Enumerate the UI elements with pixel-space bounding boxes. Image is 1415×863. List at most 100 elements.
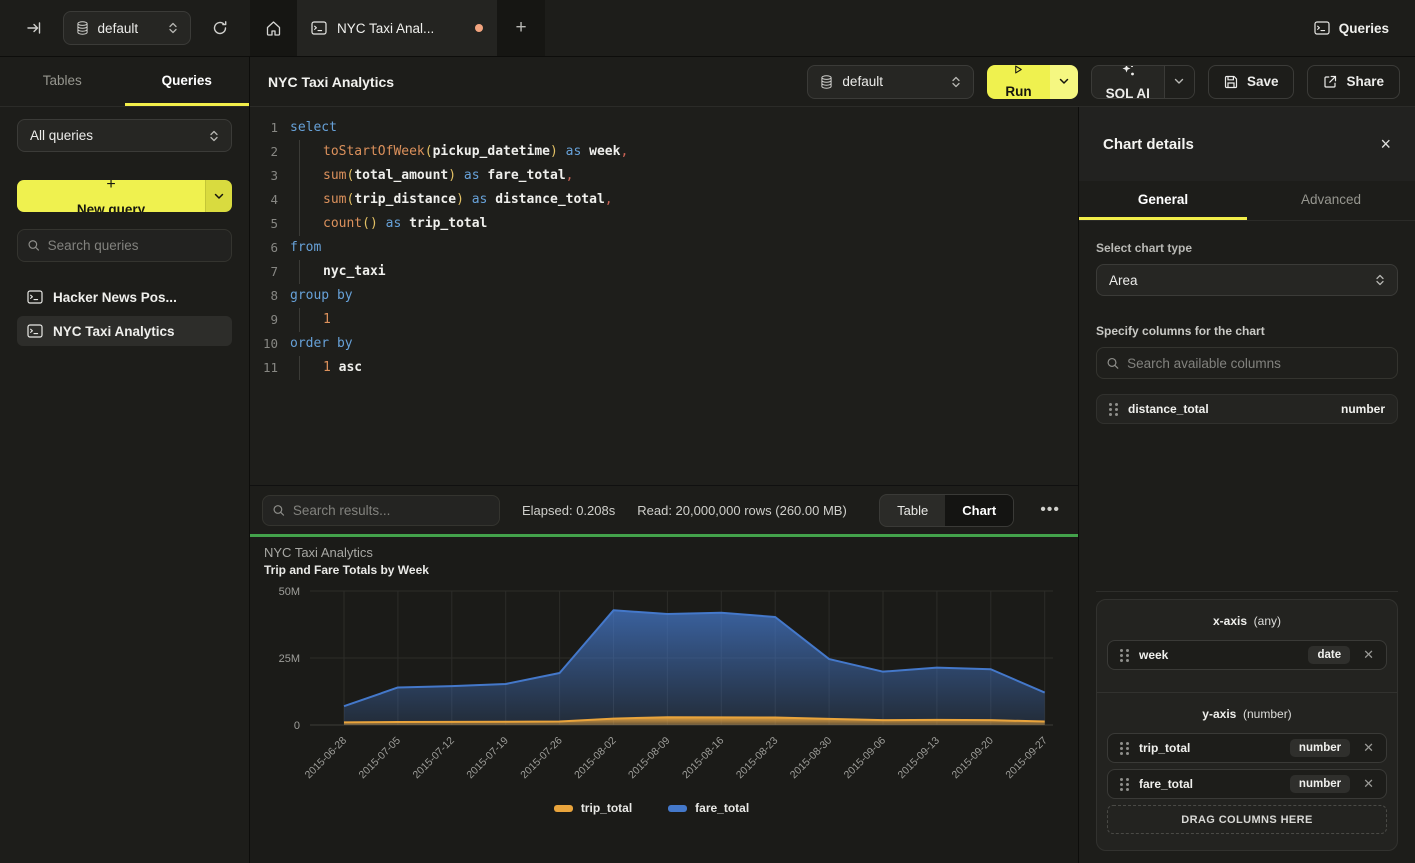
remove-column-icon[interactable]: ✕ — [1360, 776, 1377, 792]
code-lines: 1select2toStartOfWeek(pickup_datetime) a… — [250, 116, 1078, 380]
drag-handle-icon[interactable] — [1120, 778, 1129, 791]
query-search-input[interactable] — [48, 238, 221, 253]
table-view-button[interactable]: Table — [880, 495, 945, 526]
query-item-nyc-taxi[interactable]: NYC Taxi Analytics — [17, 316, 232, 346]
y-axis-label: y-axis — [1202, 707, 1236, 721]
fare-total-swatch — [668, 805, 687, 812]
plus-icon: + — [106, 180, 115, 194]
y-axis-heading: y-axis (number) — [1107, 707, 1387, 721]
close-icon[interactable]: × — [1380, 134, 1391, 155]
query-tab-icon — [311, 21, 327, 35]
queries-filter-select[interactable]: All queries — [17, 119, 232, 152]
chart-view-button[interactable]: Chart — [945, 495, 1013, 526]
svg-text:2015-07-26: 2015-07-26 — [518, 735, 565, 782]
x-axis-section: x-axis (any) week date ✕ — [1097, 600, 1397, 692]
chevron-down-icon — [1174, 78, 1184, 85]
sql-editor[interactable]: 1select2toStartOfWeek(pickup_datetime) a… — [250, 107, 1078, 485]
y-axis-column-trip-total[interactable]: trip_total number ✕ — [1107, 733, 1387, 763]
chevron-updown-icon — [168, 22, 178, 34]
sidebar-tabs: Tables Queries — [0, 57, 249, 107]
y-axis-column-fare-total[interactable]: fare_total number ✕ — [1107, 769, 1387, 799]
sql-ai-button[interactable]: SQL AI — [1092, 65, 1164, 99]
share-label: Share — [1346, 74, 1384, 89]
new-tab-button[interactable]: + — [497, 0, 545, 56]
sql-ai-dropdown-button[interactable] — [1164, 66, 1194, 98]
code-line: 6from — [250, 236, 1078, 260]
drag-handle-icon[interactable] — [1120, 649, 1129, 662]
collapse-sidebar-icon[interactable] — [22, 15, 47, 41]
search-icon — [273, 504, 285, 517]
chart-type-select[interactable]: Area — [1096, 264, 1398, 296]
svg-text:2015-09-20: 2015-09-20 — [949, 735, 996, 782]
legend-trip-total[interactable]: trip_total — [554, 801, 632, 815]
drag-handle-icon[interactable] — [1109, 403, 1118, 416]
query-item-hacker-news[interactable]: Hacker News Pos... — [17, 282, 232, 312]
column-type-badge: number — [1290, 739, 1350, 757]
query-item-label: Hacker News Pos... — [53, 290, 177, 305]
area-chart[interactable]: 025M50M2015-06-282015-07-052015-07-12201… — [250, 581, 1078, 799]
column-name: fare_total — [1139, 777, 1193, 791]
svg-text:2015-08-02: 2015-08-02 — [572, 735, 619, 782]
topbar-database-select[interactable]: default — [63, 11, 192, 45]
refresh-icon[interactable] — [207, 15, 232, 41]
line-number: 1 — [250, 116, 278, 140]
remove-column-icon[interactable]: ✕ — [1360, 647, 1377, 663]
tab-label: NYC Taxi Anal... — [337, 21, 434, 36]
column-type-badge: date — [1308, 646, 1350, 664]
tab-nyc-taxi-analytics[interactable]: NYC Taxi Anal... — [297, 0, 497, 56]
svg-text:2015-07-05: 2015-07-05 — [357, 735, 404, 782]
column-name: week — [1139, 648, 1168, 662]
svg-text:50M: 50M — [279, 586, 300, 598]
query-item-icon — [27, 290, 43, 304]
run-label: Run — [1005, 84, 1031, 99]
sparkle-icon — [1121, 65, 1135, 77]
tab-queries[interactable]: Queries — [125, 57, 250, 106]
line-number: 4 — [250, 188, 278, 212]
legend-fare-total[interactable]: fare_total — [668, 801, 749, 815]
columns-search-input[interactable] — [1127, 356, 1387, 371]
run-dropdown-button[interactable] — [1050, 65, 1078, 99]
queries-button[interactable]: Queries — [1314, 21, 1389, 36]
trip-total-swatch — [554, 805, 573, 812]
chevron-down-icon — [214, 193, 224, 200]
run-button[interactable]: Run — [987, 65, 1049, 99]
sidebar: Tables Queries All queries + New query — [0, 57, 250, 863]
tab-advanced[interactable]: Advanced — [1247, 181, 1415, 220]
axis-configuration: x-axis (any) week date ✕ y-axis (number) — [1096, 599, 1398, 851]
header-database-select[interactable]: default — [807, 65, 974, 99]
svg-text:2015-06-28: 2015-06-28 — [303, 735, 350, 782]
line-number: 10 — [250, 332, 278, 356]
line-number: 2 — [250, 140, 278, 164]
share-button[interactable]: Share — [1307, 65, 1400, 99]
query-search — [17, 229, 232, 262]
available-column-distance-total[interactable]: distance_total number — [1096, 394, 1398, 424]
home-tab-button[interactable] — [250, 0, 297, 56]
remove-column-icon[interactable]: ✕ — [1360, 740, 1377, 756]
tab-tables[interactable]: Tables — [0, 57, 125, 106]
new-query-button[interactable]: + New query — [17, 180, 205, 212]
panel-tabs: General Advanced — [1079, 181, 1415, 221]
column-type: number — [1341, 402, 1385, 416]
play-icon — [1013, 65, 1024, 74]
panel-header: Chart details × — [1079, 107, 1415, 181]
drop-zone[interactable]: DRAG COLUMNS HERE — [1107, 805, 1387, 834]
run-split-button: Run — [987, 65, 1077, 99]
new-query-dropdown-button[interactable] — [205, 180, 232, 212]
tab-general[interactable]: General — [1079, 181, 1247, 220]
chart-type-label: Select chart type — [1096, 241, 1398, 255]
x-axis-column-week[interactable]: week date ✕ — [1107, 640, 1387, 670]
queries-filter-value: All queries — [30, 128, 93, 143]
svg-text:2015-09-27: 2015-09-27 — [1003, 735, 1050, 782]
save-button[interactable]: Save — [1208, 65, 1295, 99]
results-more-menu[interactable]: ••• — [1036, 501, 1064, 519]
chart-legend: trip_total fare_total — [250, 801, 1053, 815]
y-axis-section: y-axis (number) trip_total number ✕ fare… — [1097, 692, 1397, 850]
chart-details-panel: Chart details × General Advanced Select … — [1078, 107, 1415, 863]
line-number: 5 — [250, 212, 278, 236]
drag-handle-icon[interactable] — [1120, 742, 1129, 755]
search-icon — [28, 239, 40, 252]
results-toolbar: Elapsed: 0.208s Read: 20,000,000 rows (2… — [250, 485, 1078, 534]
svg-text:2015-08-30: 2015-08-30 — [788, 735, 835, 782]
chart-subtitle: Trip and Fare Totals by Week — [264, 563, 429, 577]
results-search-input[interactable] — [293, 503, 489, 518]
